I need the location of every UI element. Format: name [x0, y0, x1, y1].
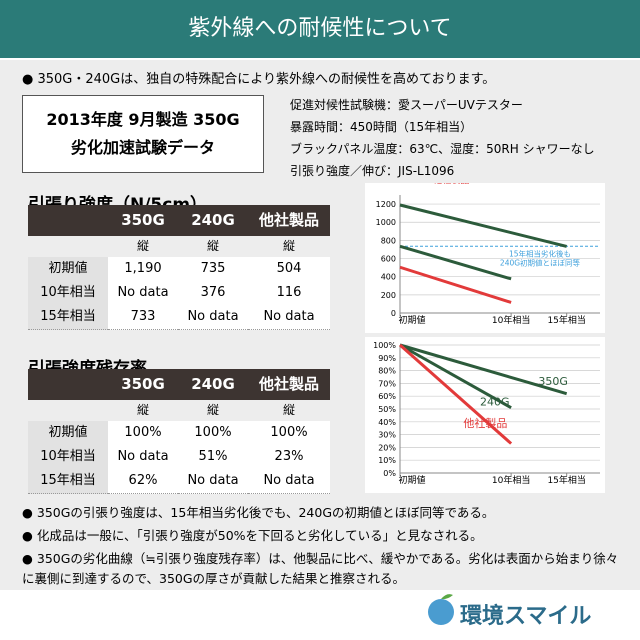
y-tick-label: 30%: [378, 431, 396, 440]
series-label: 他社製品: [433, 183, 469, 186]
series-label: 240G: [480, 395, 510, 408]
table-cell: 23%: [248, 445, 330, 470]
y-tick-label: 600: [381, 255, 396, 264]
y-tick-label: 20%: [378, 443, 396, 452]
column-sub: 縦: [108, 236, 178, 258]
x-tick-label: 15年相当: [547, 314, 585, 326]
column-header: 350G: [121, 375, 165, 393]
test-box: 2013年度 9月製造 350G 劣化加速試験データ: [22, 95, 264, 173]
logo-icon: [428, 594, 454, 625]
table-cell: No data: [108, 281, 178, 306]
x-tick-label: 初期値: [398, 314, 425, 326]
logo: 環境スマイル: [460, 604, 592, 629]
test-subtitle: 劣化加速試験データ: [70, 138, 215, 157]
column-sub: 縦: [178, 236, 248, 258]
y-tick-label: 50%: [378, 405, 396, 414]
note: ● 350Gの劣化曲線（≒引張り強度残存率）は、他製品に比べ、緩やかである。劣化…: [22, 551, 619, 586]
table-header-bg: [28, 369, 330, 400]
row-label: 15年相当: [28, 305, 108, 330]
chart-bg: [365, 337, 605, 493]
table-cell: No data: [248, 469, 330, 494]
chart: 0% 10% 20% 30% 40% 50% 60% 70% 80% 90% 100% 初期値 10年相…: [365, 337, 605, 493]
table-cell: 116: [248, 281, 330, 306]
y-tick-label: 800: [381, 236, 396, 245]
row-label: 初期値: [28, 257, 108, 282]
series-label: 他社製品: [463, 416, 507, 430]
y-tick-label: 100%: [373, 341, 396, 350]
note: ● 350Gの引張り強度は、15年相当劣化後でも、240Gの初期値とほぼ同等であ…: [22, 505, 495, 520]
table-cell: 733: [108, 305, 178, 330]
series-line: [399, 343, 512, 410]
column-header: 他社製品: [258, 375, 319, 393]
y-tick-label: 400: [381, 273, 396, 282]
row-label: 初期値: [28, 421, 108, 446]
y-tick-label: 200: [381, 291, 396, 300]
column-sub: 縦: [248, 236, 330, 258]
series-line: [399, 244, 512, 281]
condition: 促進対候性試験機：愛スーパーUVテスター: [290, 98, 523, 112]
annotation: 15年相当劣化後も: [509, 248, 571, 258]
y-tick-label: 1000: [376, 218, 396, 227]
table-cell: 735: [178, 257, 248, 282]
y-tick-label: 60%: [378, 392, 396, 401]
series-line: [399, 343, 568, 396]
x-tick-label: 15年相当: [547, 474, 585, 486]
table-cell: No data: [248, 305, 330, 330]
y-tick-label: 0: [391, 309, 396, 318]
column-header: 350G: [121, 211, 165, 229]
column-sub: 縦: [248, 400, 330, 422]
chart-bg: [365, 183, 605, 333]
column-sub: 縦: [178, 400, 248, 422]
test-title: 2013年度 9月製造 350G: [46, 110, 240, 129]
y-tick-label: 80%: [378, 367, 396, 376]
series-label: 350G: [492, 183, 522, 186]
series-label: 240G: [472, 183, 502, 186]
table-cell: 51%: [178, 445, 248, 470]
table-cell: 62%: [108, 469, 178, 494]
y-tick-label: 0%: [383, 469, 396, 478]
y-tick-label: 10%: [378, 456, 396, 465]
x-tick-label: 初期値: [398, 474, 425, 486]
column-header: 240G: [191, 375, 235, 393]
y-tick-label: 70%: [378, 379, 396, 388]
row-label: 10年相当: [28, 445, 108, 470]
condition: 引張り強度／伸び：JIS-L1096: [290, 164, 455, 178]
column-header: 240G: [191, 211, 235, 229]
table-cell: No data: [178, 305, 248, 330]
row-label: 15年相当: [28, 469, 108, 494]
y-tick-label: 40%: [378, 418, 396, 427]
y-tick-label: 1200: [376, 200, 396, 209]
condition: 暴露時間：450時間（15年相当）: [290, 120, 473, 134]
table-cell: No data: [108, 445, 178, 470]
table-cell: 376: [178, 281, 248, 306]
condition: ブラックパネル温度：63℃、湿度：50RH シャワーなし: [290, 142, 595, 156]
note: ● 化成品は一般に、「引張り強度が50%を下回ると劣化している」と見なされる。: [22, 528, 483, 543]
x-tick-label: 10年相当: [492, 474, 530, 486]
table-cell: 504: [248, 257, 330, 282]
x-tick-label: 10年相当: [492, 314, 530, 326]
series-line: [399, 343, 513, 445]
chart: 0 200 400 600 800 1000 1200 初期値 10年相当 15年相当 15年相当劣…: [365, 183, 605, 333]
annotation: 240G初期値とほぼ同等: [500, 257, 581, 267]
table-cell: 100%: [178, 421, 248, 446]
table-cell: 100%: [248, 421, 330, 446]
intro: ● 350G・240Gは、独自の特殊配合により紫外線への耐候性を高めております。: [22, 72, 496, 87]
table-cell: 1,190: [108, 257, 178, 282]
series-line: [399, 265, 512, 304]
table-cell: 100%: [108, 421, 178, 446]
column-header: 他社製品: [258, 211, 319, 229]
y-tick-label: 90%: [378, 354, 396, 363]
header-title: 紫外線への耐候性について: [0, 0, 640, 58]
row-label: 10年相当: [28, 281, 108, 306]
series-line: [399, 203, 568, 248]
series-label: 350G: [538, 375, 568, 388]
table-cell: No data: [178, 469, 248, 494]
column-sub: 縦: [108, 400, 178, 422]
table-header-bg: [28, 205, 330, 236]
